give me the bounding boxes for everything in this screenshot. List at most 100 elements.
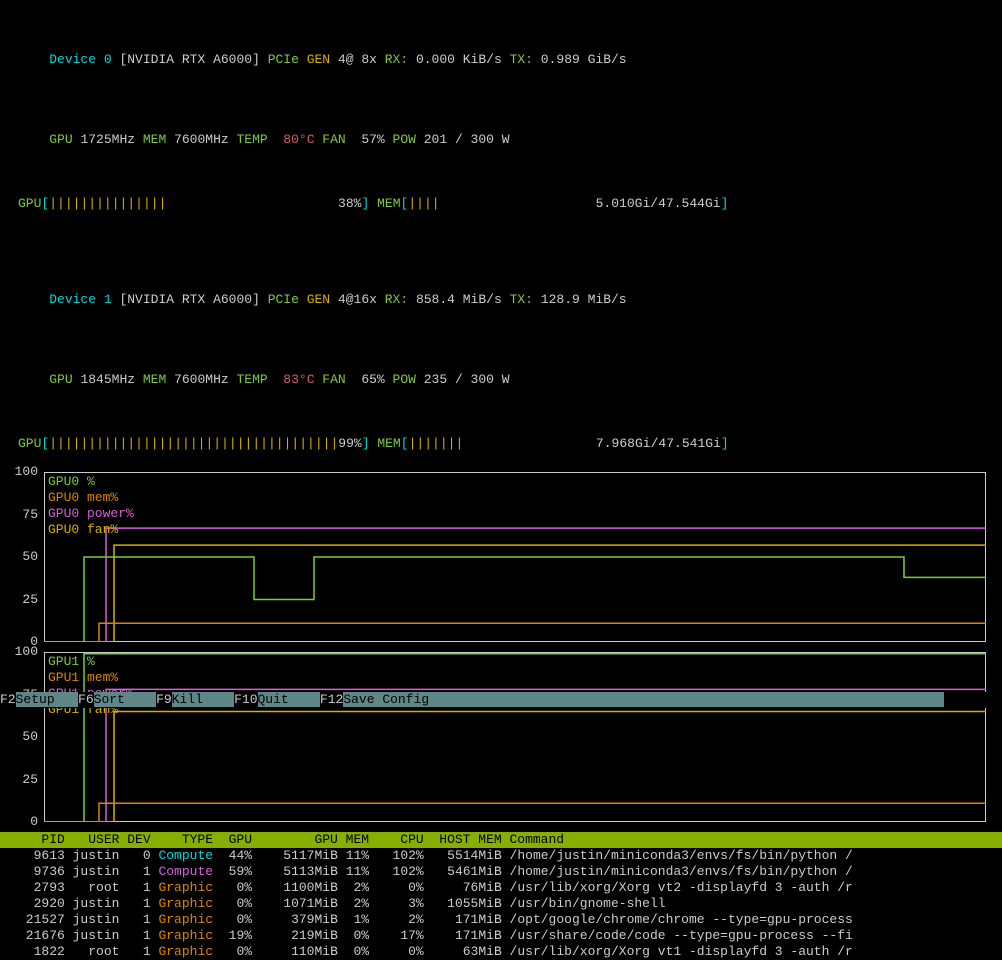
- device-0-block: Device 0 [NVIDIA RTX A6000] PCIe GEN 4@ …: [0, 4, 1002, 228]
- process-row[interactable]: 1822 root 1 Graphic 0% 110MiB 0% 0% 63Mi…: [0, 944, 1002, 960]
- proc-gpu: 0%: [213, 880, 252, 895]
- proc-user: root: [65, 880, 120, 895]
- proc-user: justin: [65, 928, 120, 943]
- fn-key: F9: [156, 692, 172, 707]
- fn-label[interactable]: Quit: [258, 692, 320, 707]
- device-1-block: Device 1 [NVIDIA RTX A6000] PCIe GEN 4@1…: [0, 244, 1002, 468]
- fn-label[interactable]: Save Config: [343, 692, 944, 707]
- proc-gpumem-pct: 0%: [338, 928, 369, 943]
- process-row[interactable]: 2793 root 1 Graphic 0% 1100MiB 2% 0% 76M…: [0, 880, 1002, 896]
- process-row[interactable]: 2920 justin 1 Graphic 0% 1071MiB 2% 3% 1…: [0, 896, 1002, 912]
- proc-gpumem: 219MiB: [252, 928, 338, 943]
- proc-gpu: 19%: [213, 928, 252, 943]
- proc-hostmem: 5461MiB: [424, 864, 502, 879]
- device-name: [NVIDIA RTX A6000]: [119, 52, 259, 67]
- process-row[interactable]: 21676 justin 1 Graphic 19% 219MiB 0% 17%…: [0, 928, 1002, 944]
- fn-key: F12: [320, 692, 343, 707]
- proc-gpumem-pct: 0%: [338, 944, 369, 959]
- proc-gpumem-pct: 11%: [338, 864, 369, 879]
- device-1-line2: GPU 1845MHz MEM 7600MHz TEMP 83°C FAN 65…: [18, 356, 984, 404]
- proc-pid: 2920: [18, 896, 65, 911]
- proc-type: Graphic: [151, 880, 213, 895]
- proc-cpu: 17%: [369, 928, 424, 943]
- spacer: [0, 228, 1002, 244]
- proc-cpu: 102%: [369, 864, 424, 879]
- chart-legend-item: GPU1 mem%: [48, 670, 118, 686]
- mem-label: MEM: [135, 132, 174, 147]
- device-label: Device: [49, 52, 104, 67]
- proc-type: Graphic: [151, 896, 213, 911]
- rx-label: RX:: [377, 292, 416, 307]
- fn-key: F2: [0, 692, 16, 707]
- fan-val: 57%: [354, 132, 385, 147]
- proc-user: justin: [65, 896, 120, 911]
- gen-label: GEN: [307, 52, 338, 67]
- chart-series-pct: [44, 557, 986, 642]
- proc-pid: 1822: [18, 944, 65, 959]
- temp-label: TEMP: [229, 372, 276, 387]
- proc-gpumem: 110MiB: [252, 944, 338, 959]
- fn-label[interactable]: Setup: [16, 692, 78, 707]
- proc-user: root: [65, 944, 120, 959]
- proc-dev: 1: [119, 912, 150, 927]
- proc-pid: 21527: [18, 912, 65, 927]
- proc-cmd: /usr/share/code/code --type=gpu-process …: [502, 928, 853, 943]
- proc-gpumem-pct: 11%: [338, 848, 369, 863]
- chart-series-fan: [44, 712, 986, 823]
- proc-gpumem: 1100MiB: [252, 880, 338, 895]
- tx-label: TX:: [502, 52, 541, 67]
- proc-cpu: 3%: [369, 896, 424, 911]
- proc-cpu: 102%: [369, 848, 424, 863]
- chart-legend-item: GPU0 power%: [48, 506, 134, 522]
- proc-hostmem: 171MiB: [424, 912, 502, 927]
- fn-key: F6: [78, 692, 94, 707]
- proc-type: Compute: [151, 864, 213, 879]
- device-0-line2: GPU 1725MHz MEM 7600MHz TEMP 80°C FAN 57…: [18, 116, 984, 164]
- process-table-header: PID USER DEV TYPE GPU GPU MEM CPU HOST M…: [0, 832, 1002, 848]
- fan-label: FAN: [315, 132, 354, 147]
- proc-dev: 1: [119, 944, 150, 959]
- device-0-line1: Device 0 [NVIDIA RTX A6000] PCIe GEN 4@ …: [18, 36, 984, 84]
- rx-val: 0.000 KiB/s: [416, 52, 502, 67]
- gpu-clock: 1845MHz: [80, 372, 135, 387]
- pow-val: 235 / 300 W: [424, 372, 510, 387]
- mem-clock: 7600MHz: [174, 132, 229, 147]
- proc-cmd: /home/justin/miniconda3/envs/fs/bin/pyth…: [502, 848, 853, 863]
- process-row[interactable]: 9613 justin 0 Compute 44% 5117MiB 11% 10…: [0, 848, 1002, 864]
- proc-dev: 1: [119, 864, 150, 879]
- proc-cpu: 0%: [369, 944, 424, 959]
- chart-legend-item: GPU0 %: [48, 474, 95, 490]
- chart-ytick: 0: [4, 814, 38, 830]
- proc-hostmem: 1055MiB: [424, 896, 502, 911]
- proc-user: justin: [65, 848, 120, 863]
- tx-val: 128.9 MiB/s: [541, 292, 627, 307]
- pow-label: POW: [385, 132, 424, 147]
- process-row[interactable]: 21527 justin 1 Graphic 0% 379MiB 1% 2% 1…: [0, 912, 1002, 928]
- gpu-label: GPU: [49, 372, 80, 387]
- chart-ytick: 75: [4, 507, 38, 523]
- chart-ytick: 50: [4, 549, 38, 565]
- fn-label[interactable]: Kill: [172, 692, 234, 707]
- proc-pid: 9613: [18, 848, 65, 863]
- proc-type: Compute: [151, 848, 213, 863]
- proc-cpu: 2%: [369, 912, 424, 927]
- proc-dev: 0: [119, 848, 150, 863]
- chart-svg: [44, 472, 986, 642]
- process-row[interactable]: 9736 justin 1 Compute 59% 5113MiB 11% 10…: [0, 864, 1002, 880]
- chart-ytick: 25: [4, 772, 38, 788]
- chart-legend-item: GPU0 mem%: [48, 490, 118, 506]
- proc-cmd: /usr/bin/gnome-shell: [502, 896, 666, 911]
- temp-val: 83°C: [275, 372, 314, 387]
- proc-type: Graphic: [151, 944, 213, 959]
- proc-pid: 2793: [18, 880, 65, 895]
- proc-gpumem: 5117MiB: [252, 848, 338, 863]
- pow-label: POW: [385, 372, 424, 387]
- proc-pid: 9736: [18, 864, 65, 879]
- proc-gpu: 44%: [213, 848, 252, 863]
- tx-val: 0.989 GiB/s: [541, 52, 627, 67]
- chart-ytick: 100: [4, 464, 38, 480]
- proc-cmd: /usr/lib/xorg/Xorg vt2 -displayfd 3 -aut…: [502, 880, 853, 895]
- fn-label[interactable]: Sort: [94, 692, 156, 707]
- gpu0-chart: 1007550250GPU0 %GPU0 mem%GPU0 power%GPU0…: [0, 472, 1002, 648]
- gen-label: GEN: [307, 292, 338, 307]
